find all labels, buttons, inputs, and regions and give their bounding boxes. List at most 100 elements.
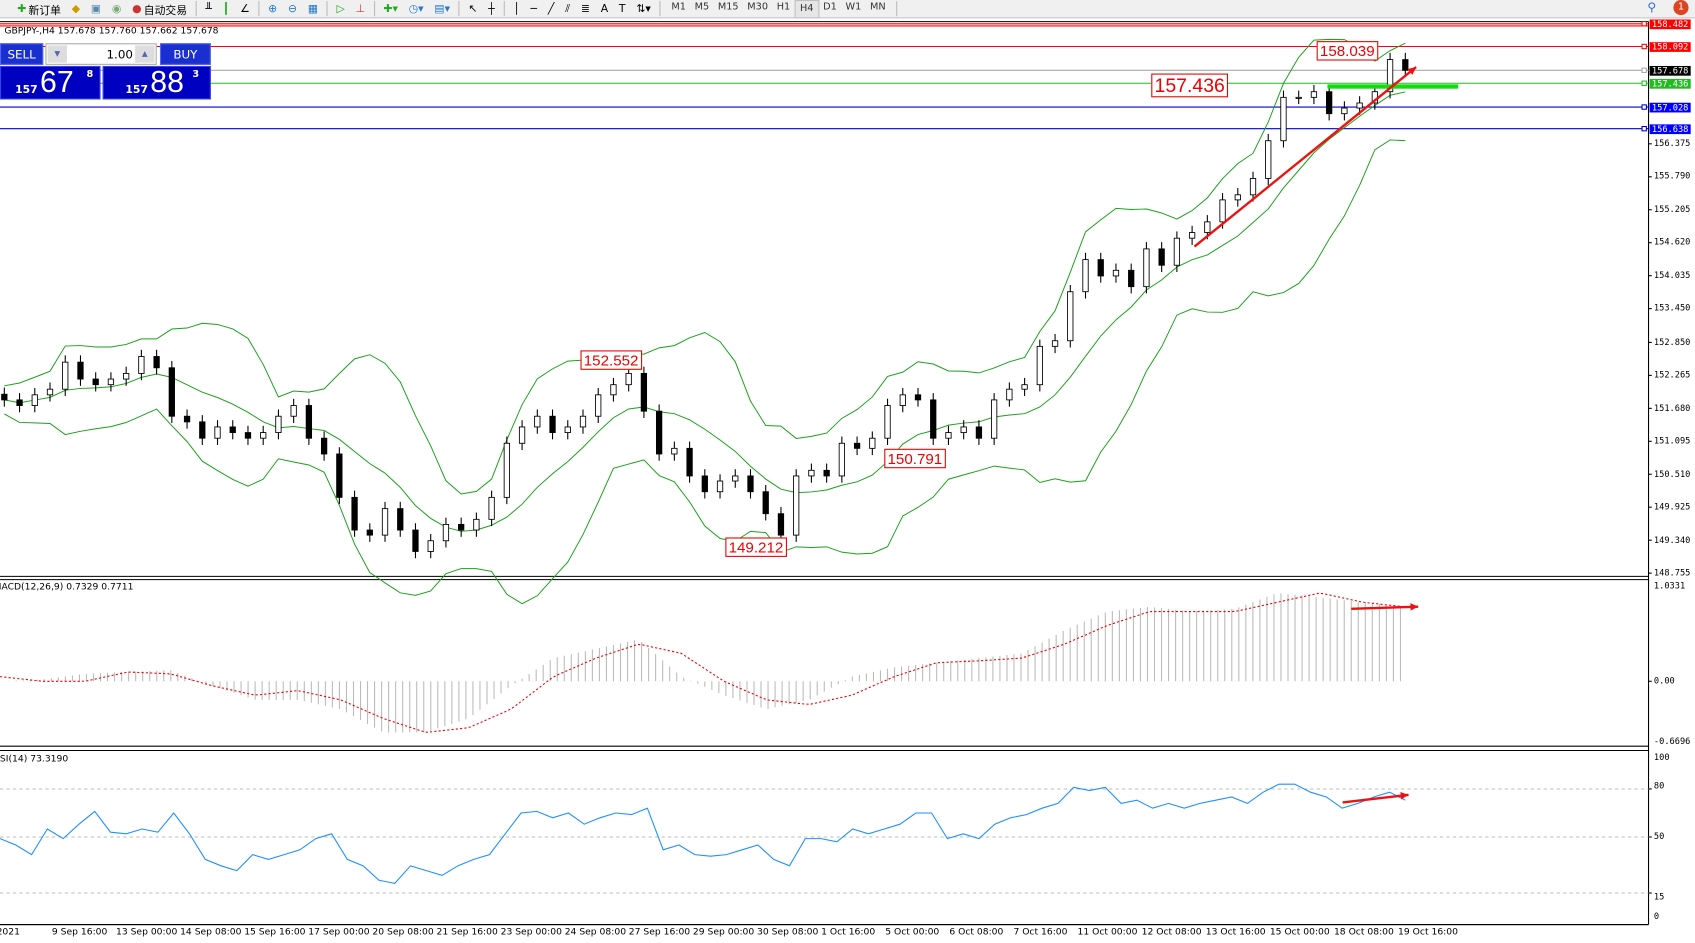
text-label-tool[interactable]: T xyxy=(618,2,626,15)
toolbar: ✚ 新订单 ◆ ▣ ◉ ● 自动交易 ╨ ┃ ∠ ⊕ ⊖ ▦ ▷ ⊥ ✚▾ ◷▾ ▤… xyxy=(0,0,1695,19)
price-tick-label: 148.755 xyxy=(1653,567,1691,578)
crosshair-icon[interactable]: ┼ xyxy=(488,2,495,15)
tile-windows-icon[interactable]: ▦ xyxy=(307,2,319,15)
auto-trading-button[interactable]: ● 自动交易 xyxy=(132,2,188,17)
periods-icon[interactable]: ◷▾ xyxy=(408,2,424,15)
price-tick-label: 154.035 xyxy=(1653,270,1691,280)
horizontal-line-icon[interactable]: ─ xyxy=(530,2,538,15)
price-annotation[interactable]: 157.436 xyxy=(1151,73,1229,98)
price-annotation[interactable]: 149.212 xyxy=(725,537,787,557)
timeframe-h1[interactable]: H1 xyxy=(776,1,791,13)
lot-size-field: ▼ ▲ xyxy=(45,43,157,65)
candle-body xyxy=(671,447,678,455)
lot-increase-button[interactable]: ▲ xyxy=(135,45,155,63)
notification-badge[interactable]: 1 xyxy=(1673,0,1689,16)
candle-body xyxy=(473,518,480,531)
price-tick-label: 152.850 xyxy=(1653,337,1691,347)
timeframe-m15[interactable]: M15 xyxy=(717,1,739,13)
zoom-out-icon[interactable]: ⊖ xyxy=(288,2,298,15)
timeframe-d1[interactable]: D1 xyxy=(823,1,837,13)
price-tick-label: 151.095 xyxy=(1653,435,1691,446)
indicators-icon[interactable]: ✚▾ xyxy=(383,2,398,15)
level-handle xyxy=(1641,67,1647,73)
time-tick-label: 27 Sep 16:00 xyxy=(628,926,691,938)
line-chart-icon[interactable]: ∠ xyxy=(240,2,250,15)
candle-body xyxy=(123,372,130,380)
price-annotation[interactable]: 152.552 xyxy=(580,350,642,370)
lot-size-input[interactable] xyxy=(68,45,133,63)
price-tick-label: 154.620 xyxy=(1653,237,1691,248)
time-tick-label: 1 Oct 16:00 xyxy=(821,926,876,938)
autoscroll-icon[interactable]: ▷ xyxy=(336,2,345,15)
candle-body xyxy=(153,356,160,369)
timeframe-w1[interactable]: W1 xyxy=(845,1,862,13)
trend-arrow xyxy=(1193,66,1417,248)
signals-icon[interactable]: ◉ xyxy=(111,2,122,15)
timeframe-m1[interactable]: M1 xyxy=(671,1,686,13)
templates-icon[interactable]: ▤▾ xyxy=(434,2,451,15)
price-tick-label: 155.205 xyxy=(1653,204,1691,215)
time-tick-label: 13 Sep 00:00 xyxy=(115,926,178,938)
divider xyxy=(896,1,898,17)
candle-body xyxy=(1021,384,1028,390)
chart-shift-icon[interactable]: ⊥ xyxy=(355,2,366,15)
zoom-in-icon[interactable]: ⊕ xyxy=(268,2,278,15)
candle-body xyxy=(351,496,358,531)
candle-body xyxy=(945,432,952,439)
candle-body xyxy=(168,367,175,417)
vertical-line-icon[interactable]: │ xyxy=(513,2,520,15)
search-icon[interactable]: ⚲ xyxy=(1647,0,1657,15)
candle-body xyxy=(244,432,252,439)
timeframe-m5[interactable]: M5 xyxy=(694,1,710,13)
buy-price-box[interactable]: 157 88 3 xyxy=(102,65,211,100)
divider xyxy=(326,1,328,17)
candle-body xyxy=(823,469,830,477)
divider xyxy=(373,1,375,17)
chart-header: GBPJPY-,H4 157.678 157.760 157.662 157.6… xyxy=(4,25,219,37)
trend-arrow-head xyxy=(1407,67,1417,75)
candle-body xyxy=(260,432,267,439)
candle-body xyxy=(610,384,617,396)
sell-price-point: 8 xyxy=(86,69,94,81)
candle-body xyxy=(625,372,632,386)
timeframe-h4[interactable]: H4 xyxy=(794,0,819,18)
time-tick-label: 30 Sep 08:00 xyxy=(757,926,819,938)
bar-chart-icon[interactable]: ╨ xyxy=(205,2,212,15)
candlestick-icon[interactable]: ┃ xyxy=(222,2,230,15)
candle-body xyxy=(549,415,556,434)
metaeditor-icon[interactable]: ◆ xyxy=(71,2,81,15)
text-tool[interactable]: A xyxy=(600,2,609,15)
candle-body xyxy=(1356,102,1363,109)
arrows-icon[interactable]: ⇅▾ xyxy=(636,2,651,15)
timeframe-mn[interactable]: MN xyxy=(869,1,886,13)
trendline-icon[interactable]: ╱ xyxy=(547,2,555,15)
terminal-icon[interactable]: ▣ xyxy=(90,2,102,15)
price-level-label: 158.092 xyxy=(1649,42,1691,52)
time-tick-label: 21 Sep 16:00 xyxy=(436,926,498,938)
sell-price-box[interactable]: 157 67 8 xyxy=(0,65,101,100)
level-handle xyxy=(1641,104,1647,110)
buy-button[interactable]: BUY xyxy=(159,43,211,65)
price-annotation[interactable]: 158.039 xyxy=(1316,41,1378,61)
cursor-icon[interactable]: ↖ xyxy=(468,2,478,15)
rsi-axis-0: 0 xyxy=(1653,911,1660,922)
macd-axis-max: 1.0331 xyxy=(1653,580,1686,591)
candle-body xyxy=(458,523,465,531)
price-tick-label: 152.265 xyxy=(1653,369,1691,380)
candle-body xyxy=(1051,340,1059,347)
price-annotation[interactable]: 150.791 xyxy=(884,448,946,469)
fibonacci-icon[interactable]: ≣ xyxy=(580,2,590,15)
equidistant-channel-icon[interactable]: ⫽ xyxy=(565,2,571,15)
sell-button[interactable]: SELL xyxy=(0,43,44,65)
new-order-button[interactable]: ✚ 新订单 xyxy=(17,2,61,17)
candle-body xyxy=(777,513,785,536)
candle-body xyxy=(1128,269,1135,288)
candle-body xyxy=(62,361,69,390)
candle-body xyxy=(381,508,389,536)
timeframe-m30[interactable]: M30 xyxy=(747,1,769,13)
candle-body xyxy=(1067,291,1074,342)
lot-decrease-button[interactable]: ▼ xyxy=(47,45,68,63)
divider xyxy=(195,1,197,17)
